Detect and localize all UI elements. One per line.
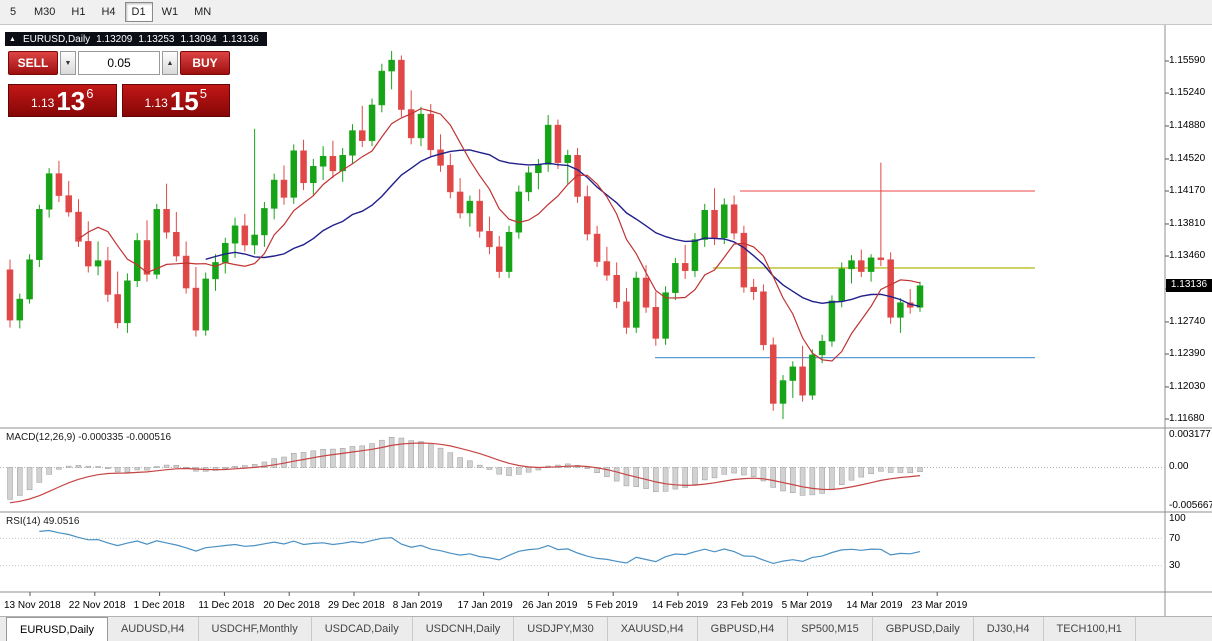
macd-label: MACD(12,26,9) -0.000335 -0.000516 [6, 432, 172, 443]
date-label: 20 Dec 2018 [263, 600, 320, 611]
date-label: 8 Jan 2019 [392, 600, 443, 611]
buy-button[interactable]: BUY [180, 51, 230, 75]
timeframe-5-button[interactable]: 5 [9, 6, 17, 18]
current-price-tag: 1.13136 [1166, 278, 1212, 292]
chart-tabs-bar: EURUSD,Daily AUDUSD,H4 USDCHF,Monthly USDCA… [0, 616, 1212, 641]
date-label: 26 Jan 2019 [522, 600, 578, 611]
price-tick-label: 1.12390 [1169, 347, 1206, 359]
chart-canvas[interactable] [0, 25, 1212, 616]
rsi-level-70-label: 70 [1169, 533, 1181, 544]
chart-tab-sp500-m15[interactable]: SP500,M15 [788, 617, 873, 641]
macd-axis-bottom-label: -0.005667 [1169, 500, 1212, 511]
date-label: 11 Dec 2018 [198, 600, 255, 611]
date-label: 29 Dec 2018 [328, 600, 385, 611]
timeframe-w1-button[interactable]: W1 [161, 6, 179, 18]
chart-tab-tech100-h1[interactable]: TECH100,H1 [1044, 617, 1136, 641]
price-tick-label: 1.13810 [1169, 217, 1206, 229]
price-tick-label: 1.14880 [1169, 120, 1206, 131]
date-label: 17 Jan 2019 [457, 600, 513, 611]
chart-tab-usdjpy-m30[interactable]: USDJPY,M30 [514, 617, 608, 641]
date-label: 22 Nov 2018 [68, 600, 126, 611]
price-tick-label: 1.14520 [1169, 152, 1206, 164]
sell-button[interactable]: SELL [8, 51, 58, 75]
price-tick-label: 1.15240 [1169, 87, 1206, 99]
close-value: 1.13136 [222, 33, 259, 45]
macd-axis-zero-label: 0.00 [1169, 461, 1189, 473]
timeframe-m30-button[interactable]: M30 [34, 6, 56, 18]
timeframe-h4-button[interactable]: H4 [101, 6, 116, 18]
date-label: 13 Nov 2018 [4, 600, 61, 611]
price-tick-label: 1.11680 [1169, 413, 1205, 424]
chart-frame: ▲ EURUSD,Daily 1.13209 1.13253 1.13094 1… [0, 25, 1212, 616]
volume-increase-button[interactable]: ▲ [162, 51, 178, 75]
volume-decrease-button[interactable]: ▼ [60, 51, 76, 75]
symbol-label: EURUSD,Daily [22, 33, 91, 45]
chart-tab-usdcnh-daily[interactable]: USDCNH,Daily [413, 617, 515, 641]
one-click-trading-panel: SELL ▼ ▲ BUY 1.13 13 6 1.13 15 5 [8, 51, 230, 117]
chart-tab-audusd-h4[interactable]: AUDUSD,H4 [108, 617, 199, 641]
bid-price-display[interactable]: 1.13 13 6 [8, 84, 117, 117]
chart-tab-gbpusd-daily[interactable]: GBPUSD,Daily [873, 617, 974, 641]
open-value: 1.13209 [96, 33, 133, 45]
date-label: 14 Feb 2019 [652, 600, 709, 611]
rsi-level-30-label: 30 [1169, 560, 1181, 571]
macd-axis-top-label: 0.003177 [1169, 429, 1211, 440]
date-label: 1 Dec 2018 [133, 600, 185, 611]
ask-price-display[interactable]: 1.13 15 5 [121, 84, 230, 117]
date-label: 23 Mar 2019 [911, 600, 968, 611]
ask-prefix: 1.13 [144, 96, 168, 110]
bid-pips: 13 [56, 86, 86, 116]
price-tick-label: 1.15590 [1169, 55, 1206, 66]
price-tick-label: 1.13460 [1169, 250, 1206, 262]
date-label: 23 Feb 2019 [716, 600, 773, 611]
high-value: 1.13253 [138, 33, 175, 45]
chart-tab-dj30-h4[interactable]: DJ30,H4 [974, 617, 1044, 641]
chart-tab-xauusd-h4[interactable]: XAUUSD,H4 [608, 617, 698, 641]
rsi-level-100-label: 100 [1169, 513, 1186, 524]
date-label: 5 Feb 2019 [587, 600, 638, 611]
collapse-arrow-icon[interactable]: ▲ [9, 35, 16, 43]
bid-prefix: 1.13 [30, 96, 55, 110]
timeframe-mn-button[interactable]: MN [194, 6, 212, 18]
timeframe-d1-button[interactable]: D1 [124, 2, 153, 22]
price-tick-label: 1.12740 [1169, 315, 1206, 327]
price-tick-label: 1.12030 [1169, 380, 1206, 392]
chart-tab-eurusd-daily[interactable]: EURUSD,Daily [6, 617, 108, 641]
chart-info-bar: ▲ EURUSD,Daily 1.13209 1.13253 1.13094 1… [5, 32, 267, 46]
chart-tab-gbpusd-h4[interactable]: GBPUSD,H4 [698, 617, 789, 641]
timeframe-h1-button[interactable]: H1 [71, 6, 86, 18]
period-toolbar: 5 M30 H1 H4 D1 W1 MN [0, 0, 1212, 25]
volume-input[interactable] [78, 51, 160, 75]
ask-pips: 15 [169, 86, 199, 116]
bid-point: 6 [86, 86, 94, 101]
price-tick-label: 1.14170 [1169, 185, 1206, 196]
ask-point: 5 [199, 86, 207, 101]
chart-tab-usdcad-daily[interactable]: USDCAD,Daily [312, 617, 413, 641]
date-label: 14 Mar 2019 [846, 600, 903, 611]
low-value: 1.13094 [180, 33, 217, 45]
rsi-label: RSI(14) 49.0516 [6, 516, 80, 527]
date-label: 5 Mar 2019 [781, 600, 833, 611]
chart-tab-usdchf-monthly[interactable]: USDCHF,Monthly [199, 617, 312, 641]
